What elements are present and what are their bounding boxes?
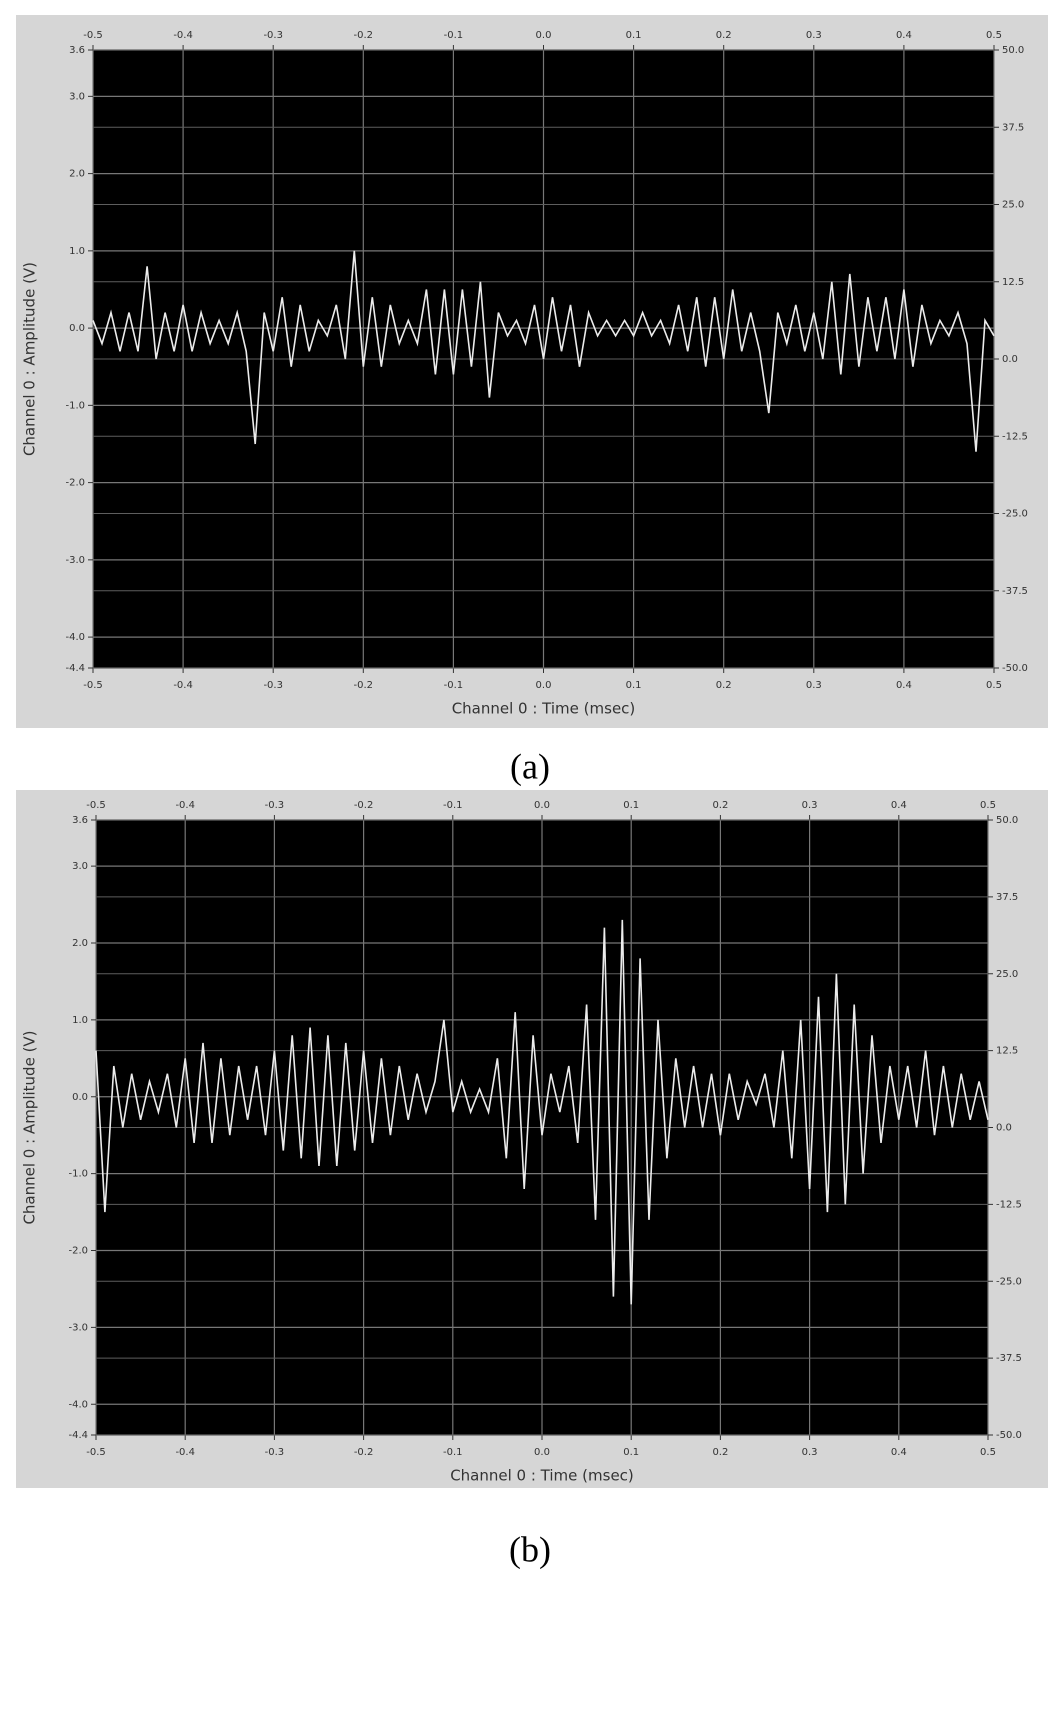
y2-tick-label: -37.5 [996, 1353, 1022, 1364]
x-top-tick-label: 0.3 [806, 30, 822, 41]
y2-tick-label: -25.0 [1002, 509, 1028, 520]
y-tick-label: -2.0 [68, 1246, 88, 1257]
y2-tick-label: 0.0 [1002, 354, 1018, 365]
x-tick-label: -0.1 [443, 1447, 463, 1458]
y-axis-title: Channel 0 : Amplitude (V) [21, 262, 39, 456]
x-top-tick-label: -0.5 [86, 800, 106, 811]
y-tick-label: -2.0 [65, 478, 85, 489]
x-top-tick-label: -0.5 [83, 30, 103, 41]
x-tick-label: 0.1 [626, 680, 642, 691]
y2-tick-label: -12.5 [996, 1199, 1022, 1210]
y2-tick-label: -50.0 [996, 1430, 1022, 1441]
x-tick-label: 0.0 [536, 680, 552, 691]
x-tick-label: 0.3 [806, 680, 822, 691]
x-top-tick-label: 0.0 [534, 800, 550, 811]
x-tick-label: 0.1 [623, 1447, 639, 1458]
y2-tick-label: 0.0 [996, 1123, 1012, 1134]
x-tick-label: -0.4 [175, 1447, 195, 1458]
y-tick-label: -3.0 [68, 1322, 88, 1333]
waveform [92, 250, 995, 452]
x-axis-title: Channel 0 : Time (msec) [452, 700, 636, 718]
x-top-tick-label: 0.4 [891, 800, 907, 811]
y-tick-label: 1.0 [69, 246, 85, 257]
y-tick-label: -3.0 [65, 555, 85, 566]
x-top-tick-label: -0.1 [444, 30, 464, 41]
y-tick-label: 0.0 [69, 323, 85, 334]
x-top-tick-label: -0.1 [443, 800, 463, 811]
y-axis-title: Channel 0 : Amplitude (V) [21, 1030, 39, 1224]
y-tick-label: -1.0 [65, 400, 85, 411]
x-tick-label: 0.4 [891, 1447, 907, 1458]
x-tick-label: 0.5 [980, 1447, 996, 1458]
waveform [95, 919, 989, 1305]
x-top-tick-label: -0.3 [263, 30, 283, 41]
x-tick-label: 0.0 [534, 1447, 550, 1458]
y-tick-label: 1.0 [72, 1015, 88, 1026]
y2-tick-label: 25.0 [996, 969, 1018, 980]
y-tick-label: -4.0 [65, 632, 85, 643]
y-tick-label: 3.0 [72, 861, 88, 872]
x-top-tick-label: 0.1 [626, 30, 642, 41]
y2-tick-label: 50.0 [996, 815, 1018, 826]
x-tick-label: -0.4 [173, 680, 193, 691]
x-top-tick-label: 0.5 [980, 800, 996, 811]
y2-tick-label: 50.0 [1002, 45, 1024, 56]
x-tick-label: 0.4 [896, 680, 912, 691]
y-tick-label: 3.0 [69, 91, 85, 102]
y-tick-label: 3.6 [69, 45, 85, 56]
caption: (a) [510, 746, 550, 786]
y2-tick-label: 37.5 [996, 892, 1018, 903]
x-tick-label: -0.5 [86, 1447, 106, 1458]
x-top-tick-label: 0.2 [712, 800, 728, 811]
caption: (b) [509, 1529, 551, 1569]
y-tick-label: -4.4 [68, 1430, 88, 1441]
y2-tick-label: 12.5 [996, 1046, 1018, 1057]
y-tick-label: 3.6 [72, 815, 88, 826]
x-top-tick-label: 0.3 [802, 800, 818, 811]
y2-tick-label: -37.5 [1002, 586, 1028, 597]
x-top-tick-label: -0.2 [354, 800, 374, 811]
y2-tick-label: 37.5 [1002, 122, 1024, 133]
y-tick-label: -1.0 [68, 1169, 88, 1180]
y-tick-label: 0.0 [72, 1092, 88, 1103]
x-top-tick-label: -0.2 [354, 30, 374, 41]
x-top-tick-label: 0.1 [623, 800, 639, 811]
x-tick-label: 0.3 [802, 1447, 818, 1458]
y2-tick-label: -25.0 [996, 1276, 1022, 1287]
x-top-tick-label: -0.4 [173, 30, 193, 41]
x-top-tick-label: 0.4 [896, 30, 912, 41]
x-top-tick-label: -0.3 [265, 800, 285, 811]
y-tick-label: 2.0 [72, 938, 88, 949]
y-tick-label: 2.0 [69, 169, 85, 180]
x-top-tick-label: 0.2 [716, 30, 732, 41]
x-top-tick-label: 0.5 [986, 30, 1002, 41]
x-tick-label: -0.3 [265, 1447, 285, 1458]
x-top-tick-label: -0.4 [175, 800, 195, 811]
y-tick-label: -4.0 [68, 1399, 88, 1410]
x-axis-title: Channel 0 : Time (msec) [450, 1467, 634, 1485]
y2-tick-label: -50.0 [1002, 663, 1028, 674]
y-tick-label: -4.4 [65, 663, 85, 674]
x-top-tick-label: 0.0 [536, 30, 552, 41]
x-tick-label: -0.1 [444, 680, 464, 691]
y2-tick-label: 25.0 [1002, 200, 1024, 211]
x-tick-label: 0.5 [986, 680, 1002, 691]
x-tick-label: 0.2 [712, 1447, 728, 1458]
x-tick-label: -0.3 [263, 680, 283, 691]
x-tick-label: -0.5 [83, 680, 103, 691]
y2-tick-label: -12.5 [1002, 431, 1028, 442]
x-tick-label: 0.2 [716, 680, 732, 691]
x-tick-label: -0.2 [354, 680, 374, 691]
x-tick-label: -0.2 [354, 1447, 374, 1458]
y2-tick-label: 12.5 [1002, 277, 1024, 288]
